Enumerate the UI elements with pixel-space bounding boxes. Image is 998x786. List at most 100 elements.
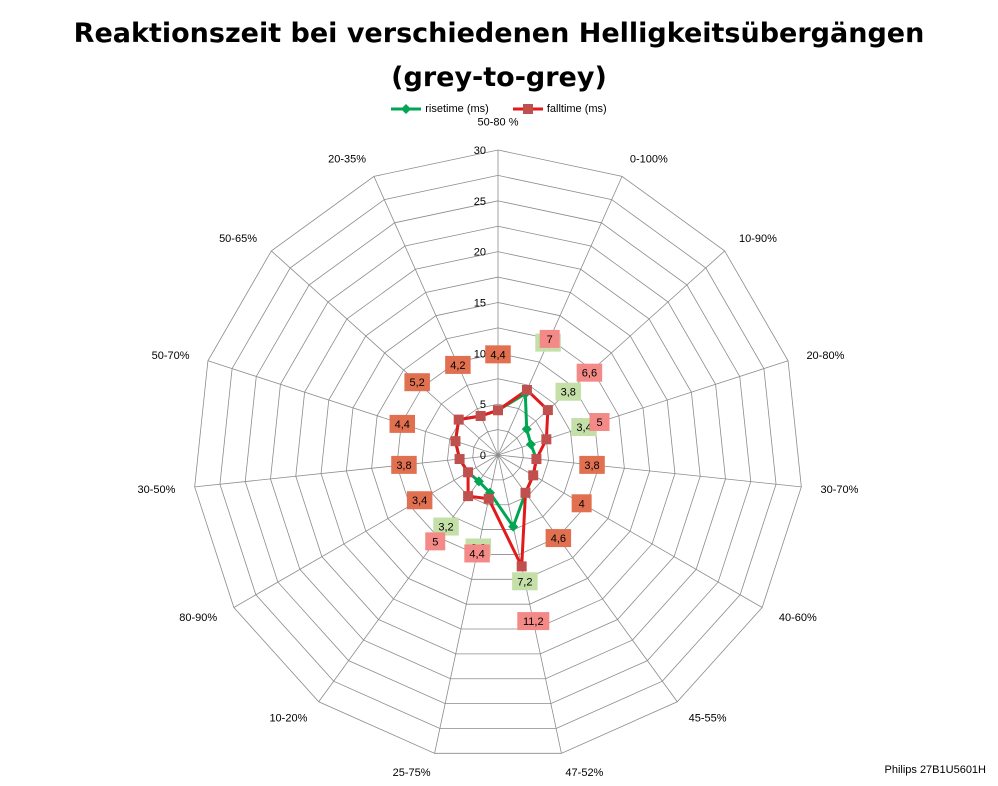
legend-swatch-risetime (391, 104, 422, 114)
data-label-both: 4,6 (551, 533, 566, 545)
data-label-both-bg (571, 494, 592, 513)
axis-tick-label: 15 (474, 298, 486, 310)
data-label-both: 3,8 (396, 460, 411, 472)
data-label-both: 3,8 (584, 460, 599, 472)
data-label-falltime: 5 (596, 417, 602, 429)
grid-spoke (497, 454, 562, 754)
data-label-both-bg (485, 345, 511, 364)
category-label: 30-50% (138, 484, 176, 496)
category-label: 50-70% (152, 350, 190, 362)
data-point-falltime (516, 561, 527, 572)
series-line-falltime (453, 388, 550, 568)
legend-swatch-falltime (512, 104, 543, 114)
data-point-falltime (541, 434, 552, 445)
chart-title-line-1: Reaktionszeit bei verschiedenen Helligke… (73, 18, 925, 49)
data-point-falltime (450, 436, 461, 447)
axis-tick-label: 25 (474, 196, 486, 208)
category-label: 20-80% (806, 350, 844, 362)
axis-tick-label: 10 (474, 348, 486, 360)
data-point-risetime (521, 424, 532, 435)
data-label-falltime-bg (517, 612, 550, 631)
grid-spoke (233, 454, 499, 608)
category-label: 80-90% (179, 612, 217, 624)
data-label-falltime-bg (589, 413, 610, 432)
category-label: 10-90% (739, 233, 777, 245)
grid-ring (194, 149, 802, 754)
data-point-risetime (525, 439, 536, 450)
grid-ring (345, 302, 651, 605)
data-label-both: 5,2 (410, 377, 425, 389)
data-label-both-bg (579, 455, 605, 474)
grid-spoke (497, 176, 623, 456)
data-point-risetime (473, 476, 484, 487)
axis-tick-label: 30 (474, 145, 486, 157)
data-label-risetime: 3,8 (561, 387, 576, 399)
category-label: 50-80 % (478, 117, 519, 129)
category-label: 50-65% (219, 233, 257, 245)
grid-spoke (434, 454, 499, 754)
category-label: 40-60% (779, 612, 817, 624)
data-label-risetime: 3,2 (438, 522, 453, 534)
data-label-both-bg (389, 414, 416, 433)
data-label-falltime-bg (576, 363, 603, 382)
grid-ring (270, 225, 726, 680)
data-label-falltime-bg (464, 544, 490, 563)
data-point-falltime (521, 384, 532, 395)
data-point-falltime (483, 493, 494, 504)
chart-title-line-2: (grey-to-grey) (391, 62, 607, 93)
data-point-falltime (493, 405, 503, 416)
category-label: 30-70% (821, 484, 859, 496)
data-point-falltime (463, 467, 474, 478)
data-label-falltime: 6,6 (582, 368, 597, 380)
chart-legend: risetime (ms) falltime (ms) (0, 100, 998, 118)
data-label-both: 4,4 (490, 349, 505, 361)
data-point-falltime (531, 454, 542, 465)
data-label-both: 3,4 (412, 495, 427, 507)
category-label: 10-20% (269, 712, 307, 724)
data-point-falltime (520, 487, 531, 498)
data-label-risetime: 3,4 (576, 422, 591, 434)
data-label-risetime-bg (433, 517, 459, 536)
legend-item-risetime: risetime (ms) (391, 103, 489, 115)
category-label: 0-100% (630, 154, 668, 166)
category-label: 47-52% (565, 767, 603, 779)
grid-spoke (497, 454, 763, 608)
legend-label-risetime: risetime (ms) (425, 103, 489, 115)
grid-ring (421, 378, 575, 530)
grid-spoke (497, 250, 725, 456)
data-point-falltime (475, 410, 486, 421)
data-label-risetime: 7,2 (517, 576, 532, 588)
data-label-both-bg (391, 455, 417, 474)
legend-label-falltime: falltime (ms) (546, 103, 607, 115)
axis-tick-label: 0 (480, 450, 486, 462)
data-point-risetime (508, 521, 519, 532)
category-label: 20-35% (328, 154, 366, 166)
data-label-both-bg (404, 373, 430, 392)
data-label-falltime-bg (539, 329, 560, 348)
axis-tick-label: 5 (480, 399, 486, 411)
data-point-falltime (542, 405, 553, 416)
data-point-falltime (528, 470, 539, 481)
data-label-both-bg (445, 355, 471, 374)
category-label: 45-55% (689, 712, 727, 724)
grid-spoke (373, 176, 499, 456)
data-label-both-bg (545, 529, 572, 548)
data-point-falltime (453, 414, 464, 425)
grid-ring (244, 200, 752, 705)
data-label-both: 4,2 (450, 360, 465, 372)
chart-credit: Philips 27B1U5601H (884, 764, 986, 776)
grid-ring (472, 429, 524, 481)
data-point-falltime (463, 491, 474, 502)
grid-ring (295, 251, 701, 655)
data-label-both: 4 (579, 498, 585, 510)
axis-tick-label: 20 (474, 247, 486, 259)
data-label-both-bg (406, 491, 433, 510)
data-label-risetime-bg (512, 572, 538, 591)
data-label-falltime: 7 (547, 334, 553, 346)
data-point-falltime (454, 454, 465, 465)
grid-spoke (194, 454, 499, 488)
legend-item-falltime: falltime (ms) (512, 103, 607, 115)
grid-spoke (271, 250, 499, 456)
data-label-risetime-bg (555, 382, 582, 401)
